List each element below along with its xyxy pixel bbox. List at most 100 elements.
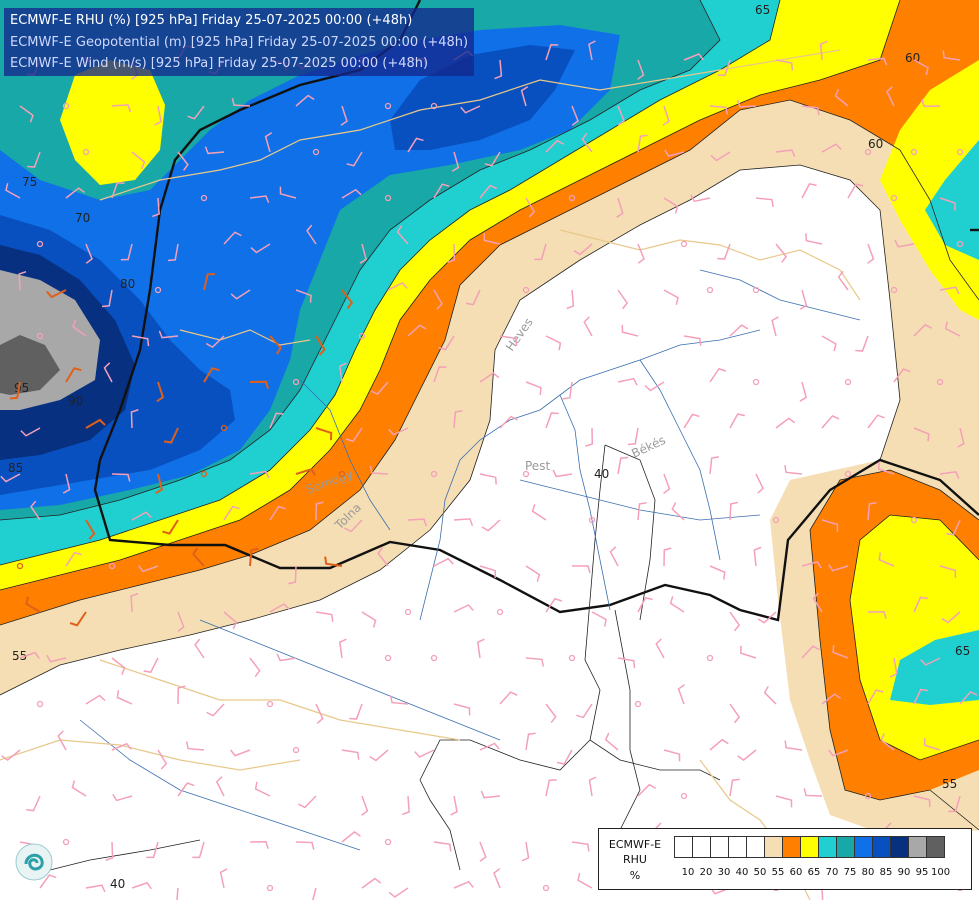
wind-barb-icon — [389, 695, 409, 705]
wind-barb-icon — [913, 59, 929, 76]
wind-barb-icon — [637, 501, 647, 521]
wind-barb-calm-icon — [358, 332, 366, 340]
wind-barb-icon — [867, 610, 887, 619]
wind-barb-icon — [663, 473, 671, 494]
wind-barbs — [0, 40, 978, 900]
wind-barb-icon — [433, 841, 452, 852]
contour-label-group: 65 60 60 75 70 80 90 95 85 55 40 65 55 4… — [8, 3, 970, 891]
wind-barb-icon — [923, 738, 941, 751]
wind-barb-icon — [525, 565, 541, 582]
wind-barb-icon — [138, 565, 159, 573]
wind-barb-icon — [157, 749, 168, 770]
wind-barb-icon — [288, 565, 297, 585]
wind-barb-icon — [663, 547, 672, 567]
rhu-band-100 — [0, 335, 60, 395]
wind-barb-icon — [775, 417, 796, 429]
wind-barb-icon — [131, 335, 150, 347]
wind-barb-icon — [407, 518, 428, 527]
legend-variable: RHU — [623, 853, 647, 866]
wind-barb-icon — [893, 368, 911, 383]
wind-barb-icon — [525, 657, 545, 667]
wind-barb-icon — [520, 86, 529, 107]
wind-barb-icon — [20, 427, 41, 437]
wind-barb-icon — [112, 793, 133, 802]
wind-barb-calm-icon — [542, 884, 550, 892]
wind-barb-calm-icon — [522, 286, 530, 294]
rhu-band-70-right — [925, 140, 979, 260]
wind-barb-icon — [219, 868, 228, 889]
wind-barb-icon — [85, 418, 106, 429]
wind-barb-icon — [407, 137, 424, 153]
wind-barb-icon — [709, 367, 727, 383]
wind-barb-icon — [349, 703, 363, 720]
wind-barb-icon — [878, 461, 895, 475]
wind-barb-icon — [803, 788, 823, 797]
wind-barb-icon — [948, 795, 961, 813]
wind-barb-icon — [249, 195, 270, 204]
wind-barb-icon — [1, 749, 21, 762]
wind-barb-icon — [223, 231, 242, 245]
wind-barb-icon — [341, 188, 362, 199]
wind-barb-icon — [131, 151, 146, 170]
wind-barb-icon — [433, 366, 447, 383]
wind-barb-icon — [677, 684, 685, 705]
wind-barb-icon — [204, 146, 225, 155]
wind-barb-icon — [460, 105, 481, 114]
wind-barb-icon — [46, 654, 67, 663]
wind-barb-icon — [552, 469, 573, 478]
wind-barb-icon — [46, 289, 67, 299]
wind-barb-icon — [683, 335, 702, 346]
wind-barb-icon — [341, 830, 361, 843]
wind-barb-icon — [481, 519, 501, 532]
legend-swatch — [764, 836, 783, 858]
contour-label: 65 — [755, 3, 770, 17]
rhu-band-65-right — [880, 60, 979, 320]
wind-barb-calm-icon — [404, 608, 412, 616]
legend-model: ECMWF-E — [608, 838, 662, 851]
wind-barb-calm-icon — [588, 516, 596, 524]
legend-tick-label: 80 — [861, 867, 875, 878]
wind-barb-icon — [729, 611, 741, 632]
wind-barb-calm-icon — [706, 654, 714, 662]
wind-barb-icon — [855, 335, 869, 352]
wind-barb-icon — [447, 243, 456, 263]
wind-barb-icon — [18, 270, 27, 291]
wind-barb-icon — [834, 88, 849, 107]
wind-barb-icon — [799, 381, 808, 402]
wind-barb-icon — [65, 551, 82, 567]
wind-barb-icon — [939, 565, 957, 578]
wind-barb-icon — [867, 414, 885, 429]
wind-barb-calm-icon — [430, 102, 438, 110]
legend-tick-label: 10 — [681, 867, 695, 878]
wind-barb-icon — [736, 99, 757, 108]
wind-barb-icon — [19, 651, 40, 659]
wind-barb-calm-icon — [62, 838, 70, 846]
wind-barb-icon — [249, 380, 270, 389]
wind-barb-icon — [913, 688, 929, 705]
wind-title: ECMWF-E Wind (m/s) [925 hPa] Friday 25-0… — [10, 56, 429, 71]
wind-barb-icon — [346, 151, 363, 167]
wind-barb-icon — [939, 470, 960, 479]
legend-unit: % — [629, 869, 641, 882]
legend-tick-label: 55 — [771, 867, 785, 878]
wind-barb-icon — [784, 465, 803, 475]
wind-barb-calm-icon — [200, 470, 208, 478]
wind-barb-icon — [130, 592, 139, 613]
wind-barb-icon — [295, 94, 315, 107]
wind-barb-icon — [921, 99, 941, 108]
legend-swatch — [818, 836, 837, 858]
wind-barb-icon — [453, 518, 474, 526]
wind-barb-icon — [821, 415, 840, 429]
wind-barb-calm-icon — [384, 194, 392, 202]
wind-barb-icon — [338, 362, 347, 383]
wind-barb-icon — [710, 151, 731, 162]
wind-barb-icon — [556, 749, 573, 765]
wind-barb-icon — [203, 273, 215, 291]
wind-barb-icon — [755, 473, 764, 494]
wind-barb-icon — [479, 184, 498, 199]
wind-barb-icon — [85, 884, 106, 893]
wind-barb-icon — [231, 97, 251, 107]
wind-barb-icon — [617, 456, 629, 475]
wind-barb-icon — [249, 470, 270, 479]
wind-barb-calm-icon — [384, 654, 392, 662]
